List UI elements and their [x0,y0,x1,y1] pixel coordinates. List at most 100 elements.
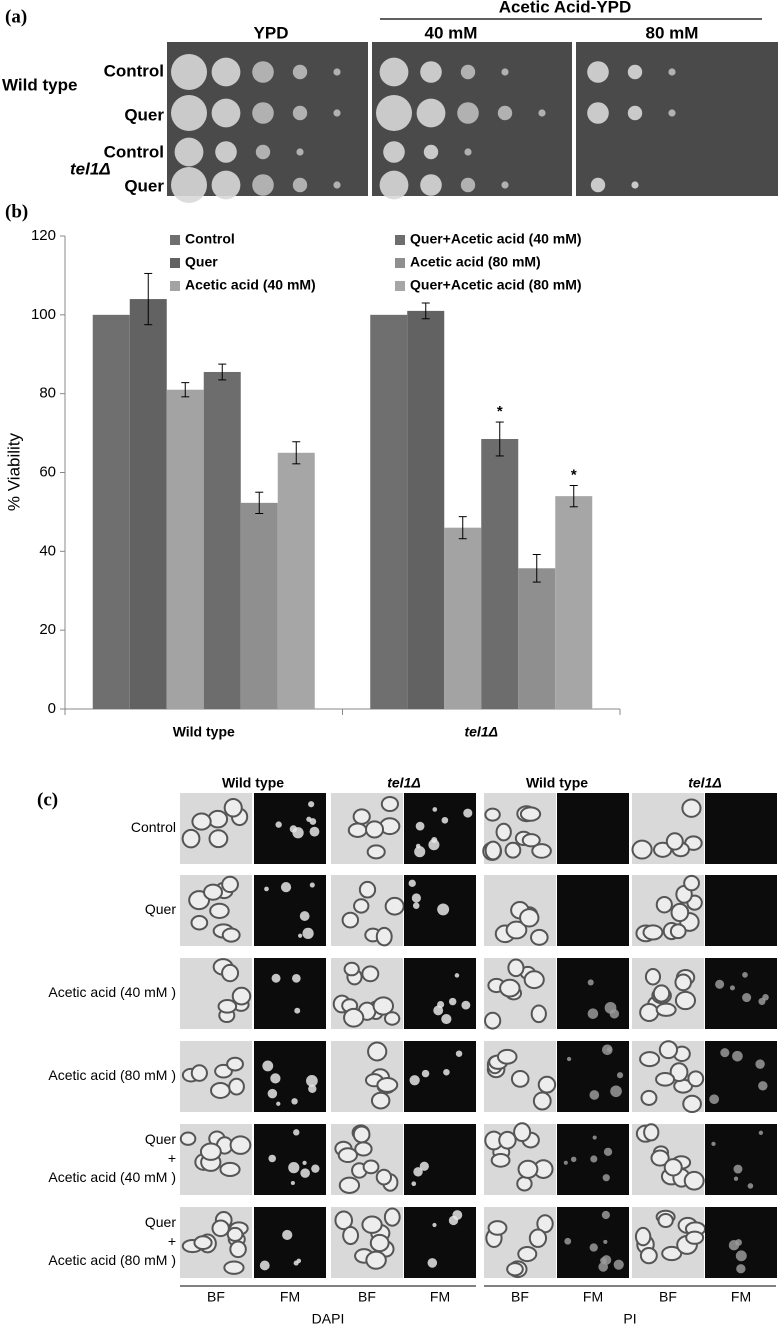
fluorescence-image [254,958,326,1029]
stained-nucleus [289,825,298,833]
cell [229,1240,247,1259]
panel-label: (b) [5,201,28,222]
stained-nucleus [758,1081,768,1091]
legend-swatch [170,258,180,268]
fluorescence-image [557,793,629,864]
legend-label: Acetic acid (40 mM) [185,277,316,293]
cell [537,1075,557,1094]
stained-nucleus [711,1141,716,1147]
stained-nucleus [259,1260,270,1271]
stained-nucleus [589,1090,600,1100]
panel-label: (a) [5,6,27,27]
stained-nucleus [733,1176,739,1181]
spot [420,61,442,83]
spot [292,64,308,80]
spot [416,98,446,128]
error-bar [458,516,467,540]
cell [226,1056,244,1072]
legend-label: Quer+Acetic acid (40 mM) [410,231,582,247]
cell [337,1147,358,1164]
row-label: Control [131,819,176,835]
spot-assay [167,42,778,203]
spot [333,109,341,117]
stain-label: DAPI [312,1311,345,1327]
stained-nucleus [437,903,450,916]
cell [223,1260,245,1275]
legend-label: Quer [185,254,218,270]
stained-nucleus [755,1059,765,1069]
cell [375,926,393,947]
cell [207,809,229,829]
spot [383,141,405,163]
stained-nucleus [461,1000,471,1010]
stained-nucleus [293,1260,299,1266]
stained-nucleus [432,1222,437,1228]
stained-nucleus [411,1181,417,1187]
spot [420,174,442,196]
cell [376,1076,399,1093]
error-bar [421,302,430,320]
cell [639,1003,660,1022]
stain-label: PI [623,1311,636,1327]
cell [369,1233,390,1253]
stained-nucleus [610,1085,622,1098]
stained-nucleus [437,1000,445,1009]
spot [252,102,274,124]
cell [506,1262,524,1277]
cell [191,812,212,831]
stained-nucleus [443,1068,450,1076]
stained-nucleus [414,846,426,858]
error-bar [218,363,227,381]
cell [208,829,229,849]
significance-mark: * [571,466,577,483]
stained-nucleus [306,816,312,822]
cell [658,1040,679,1060]
stained-nucleus [729,985,735,991]
spot [252,174,274,196]
cell [634,1226,652,1247]
cell [370,1091,391,1110]
spot [497,105,513,121]
error-bar [181,382,190,398]
stained-nucleus [311,1164,320,1173]
spot [171,54,207,90]
plate [576,42,778,196]
stained-nucleus [288,1162,300,1174]
y-tick-label: 100 [31,306,56,323]
fluorescence-image [404,958,476,1029]
stained-nucleus [292,974,301,983]
cell [352,1125,371,1144]
stained-nucleus [601,1210,610,1220]
spot [631,181,639,189]
cell [361,1215,383,1234]
fluorescence-image [254,1124,326,1195]
spot [171,167,207,203]
stained-nucleus [570,1156,577,1163]
stained-nucleus [282,1229,293,1241]
column-header: 80 mM [646,23,699,42]
column-header: 40 mM [425,23,478,42]
cell [652,984,671,1003]
stained-nucleus [415,821,425,831]
stained-nucleus [715,979,725,989]
stained-nucleus [455,1050,463,1057]
stained-nucleus [747,1183,754,1189]
cell [490,1152,511,1168]
fluorescence-image [705,875,777,946]
cell [484,807,501,822]
cell [683,1170,705,1191]
significance-mark: * [497,403,503,420]
stained-nucleus [564,1237,572,1245]
cell [687,1070,705,1088]
cell [383,1011,401,1026]
stained-nucleus [448,997,457,1006]
stained-nucleus [758,1130,764,1135]
channel-label: FM [583,1289,603,1305]
stained-nucleus [299,911,310,921]
channel-label: FM [430,1289,450,1305]
cell [530,928,549,946]
stained-nucleus [587,979,594,986]
stained-nucleus [419,1161,429,1171]
cell [343,1007,365,1028]
cell [347,822,368,838]
